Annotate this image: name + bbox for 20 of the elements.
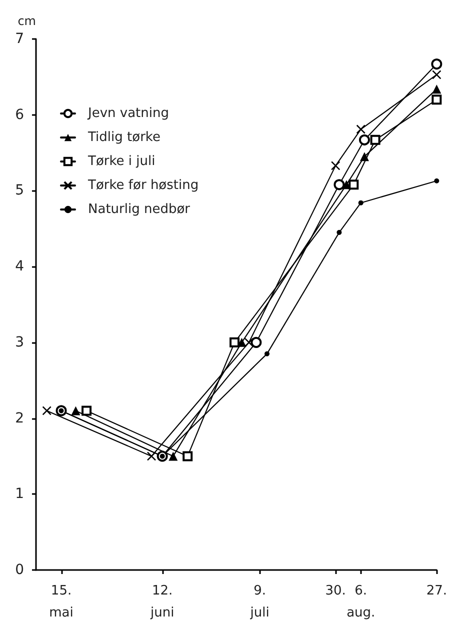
legend-label: Tidlig tørke bbox=[87, 130, 160, 145]
y-tick-label: 2 bbox=[15, 410, 24, 426]
y-tick-label: 7 bbox=[15, 31, 24, 47]
x-tick-label: 9. juli bbox=[249, 584, 270, 620]
y-axis-title: cm bbox=[18, 14, 36, 28]
y-tick-label: 0 bbox=[15, 562, 24, 578]
y-tick-label: 3 bbox=[15, 334, 24, 350]
x-tick-label: 15. mai bbox=[49, 584, 74, 620]
x-tick-label: 12. juni bbox=[149, 584, 174, 620]
x-tick-label: 30. bbox=[325, 584, 346, 598]
y-tick-label: 4 bbox=[15, 258, 24, 275]
y-tick-label: 1 bbox=[15, 486, 24, 502]
y-tick-label: 6 bbox=[15, 106, 24, 123]
legend-label: Tørke før høsting bbox=[87, 178, 199, 193]
y-tick-label: 5 bbox=[15, 182, 24, 199]
x-tick-label: 27. bbox=[426, 584, 448, 598]
x-tick-label: 6. aug. bbox=[346, 584, 376, 620]
legend-label: Jevn vatning bbox=[87, 106, 169, 121]
legend-label: Naturlig nedbør bbox=[88, 202, 191, 217]
legend-label: Tørke i juli bbox=[87, 154, 156, 169]
